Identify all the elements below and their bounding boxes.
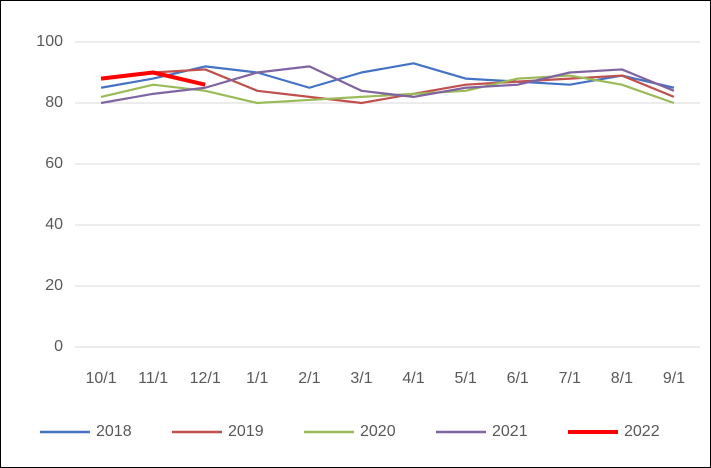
legend-label: 2021 [492, 423, 528, 440]
x-tick-label: 4/1 [402, 370, 424, 387]
y-tick-label: 100 [36, 33, 63, 50]
x-tick-label: 3/1 [350, 370, 372, 387]
x-tick-label: 10/1 [85, 370, 116, 387]
x-tick-label: 9/1 [663, 370, 685, 387]
series-line [100, 70, 206, 87]
y-tick-label: 0 [54, 338, 63, 355]
x-tick-label: 5/1 [455, 370, 477, 387]
y-tick-label: 60 [45, 155, 63, 172]
legend-label: 2019 [228, 423, 264, 440]
x-tick-label: 7/1 [559, 370, 581, 387]
series-line [100, 62, 675, 89]
x-tick-label: 12/1 [190, 370, 221, 387]
x-tick-label: 11/1 [138, 370, 168, 387]
legend-label: 2020 [360, 423, 396, 440]
y-tick-label: 20 [45, 277, 63, 294]
series-line [100, 65, 675, 105]
x-tick-label: 1/1 [246, 370, 268, 387]
legend-label: 2018 [96, 423, 132, 440]
y-tick-label: 80 [45, 94, 63, 111]
x-tick-label: 2/1 [298, 370, 320, 387]
x-tick-label: 6/1 [507, 370, 529, 387]
y-tick-label: 40 [45, 216, 63, 233]
legend-label: 2022 [624, 423, 660, 440]
x-tick-label: 8/1 [611, 370, 633, 387]
